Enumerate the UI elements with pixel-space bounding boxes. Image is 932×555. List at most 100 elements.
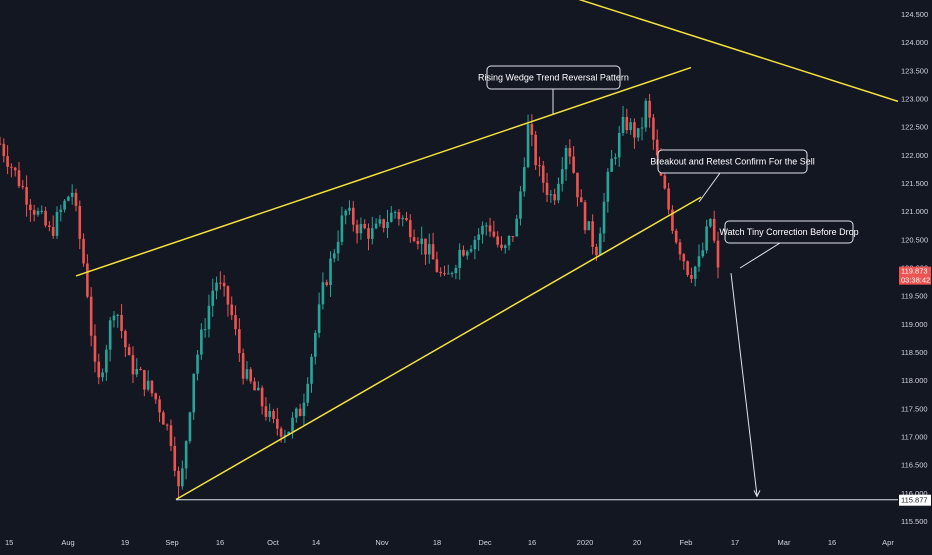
candle	[222, 274, 226, 297]
candle-body	[458, 249, 461, 268]
candle-body	[192, 373, 196, 413]
price-axis[interactable]: 115.500 116.000 116.500 117.000 117.500 118.0…	[901, 10, 928, 526]
candle-body	[549, 194, 553, 196]
y-tick-label: 116.000	[901, 489, 928, 498]
candle	[25, 175, 28, 217]
candle	[17, 161, 21, 189]
y-tick-label: 122.500	[901, 123, 928, 132]
candle-body	[507, 235, 511, 246]
candle	[207, 294, 211, 338]
candle	[355, 219, 359, 244]
candle	[203, 318, 207, 338]
candle	[336, 230, 340, 262]
candle-body	[181, 468, 184, 487]
y-tick-label: 124.500	[901, 10, 928, 19]
candle	[89, 287, 93, 347]
projection-arrowhead[interactable]	[753, 490, 761, 498]
candle	[200, 323, 203, 360]
annotation-layer[interactable]: Rising Wedge Trend Reversal Pattern Break…	[478, 65, 859, 269]
candle	[560, 157, 564, 192]
candle-body	[158, 399, 161, 413]
candle-body	[405, 217, 408, 221]
candle-body	[295, 408, 298, 418]
annotation-callout[interactable]: Breakout and Retest Confirm For the Sell	[650, 149, 815, 203]
candle-body	[298, 408, 302, 417]
candle	[625, 108, 629, 134]
candle	[648, 93, 651, 128]
candle	[143, 369, 146, 397]
candle	[127, 343, 131, 356]
candle	[602, 193, 606, 242]
callout-box[interactable]	[486, 65, 621, 90]
candle	[86, 254, 89, 299]
candle-body	[287, 431, 291, 435]
long-trendline[interactable]	[528, 0, 899, 103]
candle-body	[465, 251, 469, 256]
candle	[481, 221, 484, 244]
candle	[712, 210, 716, 244]
candle-body	[492, 231, 496, 237]
candle	[272, 408, 275, 424]
candle-body	[568, 148, 572, 157]
candle	[705, 219, 708, 254]
candle-body	[450, 273, 454, 275]
candle	[97, 353, 101, 385]
candle-body	[249, 369, 253, 382]
candle	[655, 129, 659, 165]
candle	[633, 118, 636, 149]
candle-body	[690, 274, 693, 279]
candle-body	[67, 196, 70, 201]
candle	[306, 377, 310, 407]
candle-body	[143, 370, 146, 390]
candle-body	[572, 156, 575, 173]
candle-body	[693, 266, 697, 279]
upper-wedge-line[interactable]	[75, 66, 692, 277]
candle-body	[367, 228, 370, 239]
candle-body	[610, 158, 613, 172]
y-tick-label: 124.000	[901, 38, 928, 47]
candle-body	[203, 329, 207, 331]
candle	[405, 211, 408, 222]
callout-pointer	[698, 172, 721, 203]
candle	[78, 200, 82, 250]
candle-body	[241, 353, 245, 379]
callout-box[interactable]	[657, 149, 808, 174]
candle	[378, 214, 382, 227]
candle	[393, 210, 397, 219]
candle	[401, 215, 404, 227]
candle-body	[439, 271, 442, 274]
candle-body	[629, 122, 632, 131]
candle-body	[412, 237, 416, 242]
drawing-layer[interactable]	[75, 0, 899, 501]
candle-body	[348, 207, 351, 211]
x-tick-label: Apr	[882, 538, 894, 547]
candle	[579, 189, 583, 203]
candle	[431, 232, 435, 260]
candle-body	[473, 239, 477, 250]
x-tick-label: 17	[731, 538, 739, 547]
annotation-callout[interactable]: Watch Tiny Correction Before Drop	[719, 220, 859, 269]
candle-body	[279, 428, 283, 437]
lower-wedge-line[interactable]	[175, 196, 702, 501]
callout-box[interactable]	[724, 220, 854, 244]
y-tick-label: 119.000	[901, 320, 928, 329]
candle	[6, 145, 9, 175]
candle	[363, 219, 366, 230]
candle-body	[644, 100, 648, 128]
candle-body	[257, 387, 260, 391]
x-tick-label: Dec	[478, 538, 492, 547]
x-tick-label: 19	[121, 538, 129, 547]
candle-body	[344, 210, 348, 216]
projection-arrow-line[interactable]	[730, 273, 758, 496]
candle	[74, 188, 78, 212]
x-tick-label: 2020	[577, 538, 594, 547]
candle-body	[678, 242, 682, 255]
candle	[477, 228, 480, 251]
candle-body	[511, 235, 515, 237]
annotation-callout[interactable]: Rising Wedge Trend Reversal Pattern	[478, 65, 629, 114]
candle-body	[234, 315, 237, 330]
time-axis[interactable]: 15 Aug 19 Sep 16 Oct 14 Nov 18 Dec 16 2020 20 Feb 17 Ma…	[5, 538, 894, 547]
candle-body	[446, 273, 450, 275]
